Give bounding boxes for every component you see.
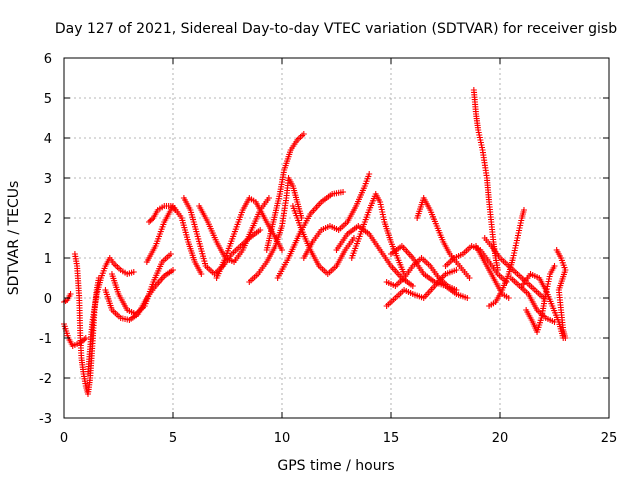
data-point xyxy=(340,189,347,195)
data-point xyxy=(520,207,527,213)
data-point xyxy=(505,295,512,301)
series-arc21 xyxy=(388,243,471,301)
y-tick-label: 6 xyxy=(44,52,52,67)
series-arc31 xyxy=(553,247,569,341)
series-arc22 xyxy=(414,195,473,281)
series-arc15 xyxy=(289,203,357,277)
chart-title: Day 127 of 2021, Sidereal Day-to-day VTE… xyxy=(55,21,617,37)
x-tick-label: 20 xyxy=(492,431,509,446)
data-point xyxy=(494,267,501,273)
y-tick-labels: -3 -2 -1 0 1 2 3 4 5 6 xyxy=(39,52,52,427)
y-tick-label: -1 xyxy=(39,332,52,347)
y-tick-label: 3 xyxy=(44,172,52,187)
series-arc18 xyxy=(348,191,408,277)
data-point xyxy=(562,335,569,341)
y-tick-label: 4 xyxy=(44,132,52,147)
data-point xyxy=(265,195,272,201)
series-arc2 xyxy=(61,321,89,349)
series-arc6 xyxy=(108,251,174,317)
data-point xyxy=(147,217,154,224)
series-arc23 xyxy=(442,243,510,285)
data-point xyxy=(167,251,174,257)
x-tick-label: 25 xyxy=(601,431,618,446)
data-point xyxy=(279,247,285,253)
series-arc30 xyxy=(523,263,558,335)
x-tick-labels: 0 5 10 15 20 25 xyxy=(60,431,617,446)
data-point xyxy=(81,336,88,343)
y-tick-label: 0 xyxy=(44,292,52,307)
data-point xyxy=(464,295,471,301)
series-arc25 xyxy=(473,243,512,301)
x-axis-title: GPS time / hours xyxy=(277,458,394,474)
data-point xyxy=(466,275,473,281)
x-tick-label: 10 xyxy=(274,431,291,446)
data-point xyxy=(170,267,176,273)
series-arc27 xyxy=(486,207,527,309)
data-point xyxy=(453,267,460,273)
data-point xyxy=(366,171,373,177)
y-tick-label: -2 xyxy=(39,372,52,387)
series-arc3 xyxy=(71,251,102,397)
x-tick-label: 5 xyxy=(169,431,177,446)
data-point xyxy=(551,263,558,269)
data-marks xyxy=(61,87,569,397)
series-arc28 xyxy=(507,275,558,325)
data-point xyxy=(257,227,264,233)
x-tick-label: 0 xyxy=(60,431,68,446)
x-tick-label: 15 xyxy=(383,431,400,446)
series-arc12 xyxy=(246,175,305,285)
data-point xyxy=(82,335,89,341)
data-point xyxy=(409,283,416,289)
data-point xyxy=(67,291,74,297)
data-point xyxy=(146,219,153,225)
axis-ticks xyxy=(63,57,610,419)
y-tick-label: 5 xyxy=(44,92,52,107)
grid xyxy=(64,58,609,418)
data-point xyxy=(198,271,205,277)
data-point xyxy=(300,131,307,137)
series-arc4 xyxy=(84,255,137,377)
series-arc5 xyxy=(102,267,176,323)
data-point xyxy=(130,269,137,275)
plot-frame xyxy=(63,57,610,419)
y-tick-label: 2 xyxy=(44,212,52,227)
y-axis-title: SDTVAR / TECUs xyxy=(6,181,22,296)
series-arc24 xyxy=(470,87,501,273)
y-tick-label: 1 xyxy=(44,252,52,267)
y-tick-label: -3 xyxy=(39,412,52,427)
series-arc13 xyxy=(263,131,307,253)
series-arc16 xyxy=(300,171,373,261)
data-point xyxy=(350,235,357,241)
series-arc8 xyxy=(143,203,205,277)
series-arc20 xyxy=(383,267,460,309)
